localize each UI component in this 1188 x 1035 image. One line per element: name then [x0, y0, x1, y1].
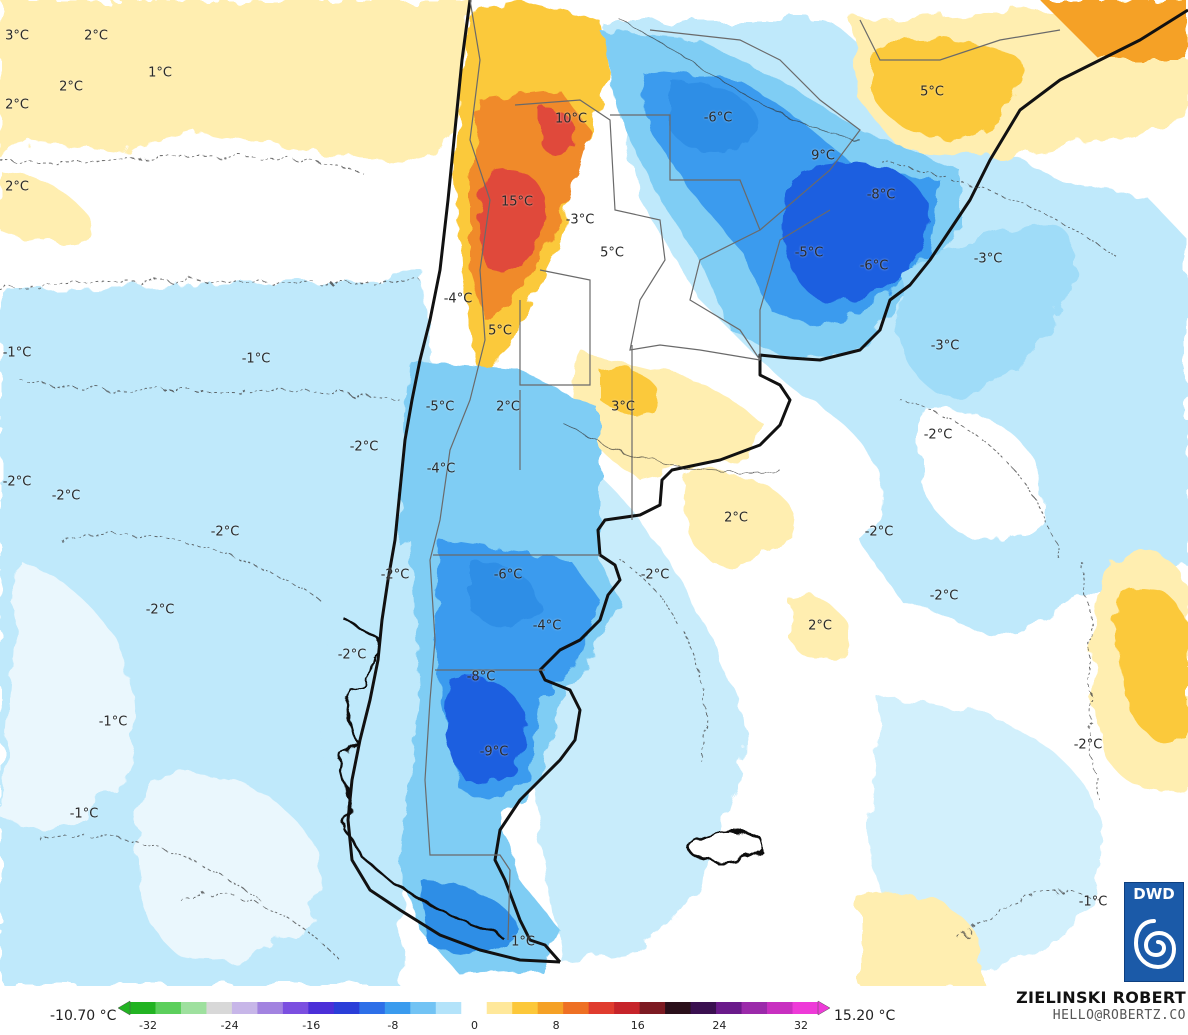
colorbar-segment	[180, 1002, 208, 1014]
colorbar-segment	[563, 1002, 590, 1014]
footer: -10.70 °C -32 -24 -16 -8 0 8 16 24 32 15.20 °C Z…	[0, 986, 1188, 1035]
colorbar-tick-label: 24	[712, 1019, 727, 1032]
isotherm-contours	[0, 155, 1121, 961]
colorbar-segment	[639, 1002, 666, 1014]
isotherm-solid	[559, 19, 861, 473]
author-contact[interactable]: HELLO@ROBERTZ.CO	[1052, 1008, 1186, 1023]
colorbar-tick-label: 0	[471, 1019, 478, 1032]
colorbar-segment	[333, 1002, 360, 1014]
colorbar-segment	[435, 1002, 462, 1014]
min-value: -10.70 °C	[50, 1008, 117, 1024]
northeast-cold-field	[600, 30, 960, 360]
coastline	[338, 0, 1188, 964]
colorbar-tick-label: -32	[139, 1019, 157, 1032]
country-borders	[424, 0, 1061, 941]
colorbar-segment	[665, 1002, 692, 1014]
max-value: 15.20 °C	[834, 1008, 896, 1024]
map-canvas	[0, 0, 1188, 986]
colorbar-segment	[792, 1002, 819, 1014]
colorbar-segment	[282, 1002, 309, 1014]
colorbar-segment	[512, 1002, 539, 1014]
colorbar-segment	[614, 1002, 641, 1014]
colorbar-segment	[231, 1002, 259, 1014]
colorbar-segment	[257, 1002, 284, 1014]
colorbar	[118, 1000, 830, 1016]
colorbar-tick-label: 8	[552, 1019, 560, 1032]
colorbar-tick-label: -24	[220, 1019, 239, 1032]
colorbar-segment	[359, 1002, 386, 1014]
temperature-map: 3°C 2°C 2°C 1°C 2°C 2°C 10°C 15°C -3°C 5…	[0, 0, 1188, 986]
chile-south-field	[320, 540, 420, 900]
colorbar-segment	[384, 1002, 411, 1014]
colorbar-segment	[486, 1002, 513, 1014]
colorbar-segment	[155, 1002, 182, 1014]
colorbar-segment	[716, 1002, 743, 1014]
colorbar-segment	[537, 1002, 564, 1014]
colorbar-segment	[308, 1002, 335, 1014]
dwd-logo-text: DWD	[1133, 885, 1175, 903]
colorbar-segment	[767, 1002, 794, 1014]
colorbar-segment	[461, 1002, 488, 1014]
warm-core	[600, 0, 1188, 743]
atlantic-cold-blobs	[898, 223, 1072, 395]
colorbar-segment	[130, 1002, 157, 1014]
andes-warm-ridge	[455, 0, 610, 380]
author-name: ZIELINSKI ROBERT	[1016, 988, 1186, 1007]
colorbar-segment	[410, 1002, 437, 1014]
colorbar-segment	[741, 1002, 768, 1014]
dwd-logo: DWD	[1124, 882, 1184, 982]
falkland-islands	[687, 830, 764, 864]
colorbar-tick-label: 16	[630, 1019, 645, 1032]
colorbar-tick-label: -8	[387, 1019, 399, 1032]
neutral-patches	[0, 110, 1044, 962]
colorbar-segment	[588, 1002, 615, 1014]
colorbar-segment	[206, 1002, 233, 1014]
colorbar-tick-label: 32	[794, 1019, 808, 1032]
colorbar-tick-label: -16	[302, 1019, 321, 1032]
colorbar-segment	[690, 1002, 717, 1014]
patagonia-cold-field	[400, 790, 560, 975]
swirl-icon	[1133, 919, 1177, 970]
